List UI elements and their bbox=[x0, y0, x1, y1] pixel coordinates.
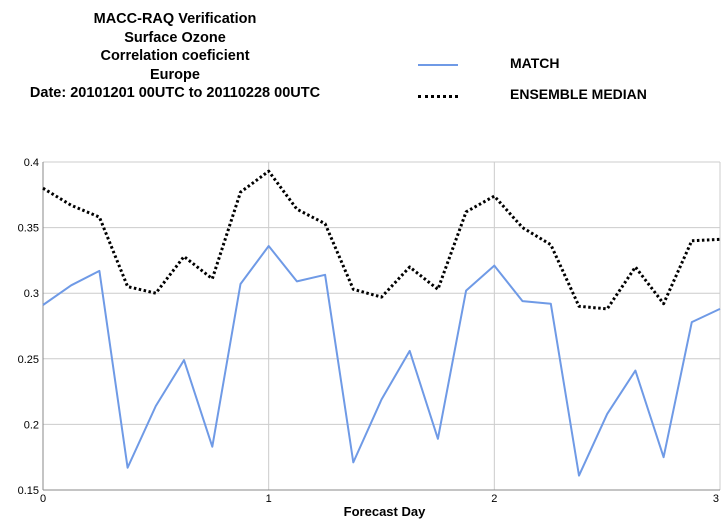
title-line-5: Date: 20101201 00UTC to 20110228 00UTC bbox=[29, 85, 321, 101]
legend-label-match: MATCH bbox=[510, 55, 560, 71]
title-line-3: Correlation coeficient bbox=[100, 48, 250, 64]
title-line-2: Surface Ozone bbox=[124, 29, 226, 46]
y-tick-label: 0.2 bbox=[24, 419, 39, 431]
legend-label-ensemble-median: ENSEMBLE MEDIAN bbox=[510, 86, 647, 102]
title-line-1: MACC-RAQ Verification bbox=[93, 11, 257, 27]
x-tick-label: 2 bbox=[491, 493, 497, 505]
x-axis-label: Forecast Day bbox=[344, 504, 426, 519]
x-tick-label: 0 bbox=[40, 493, 46, 505]
legend-swatch-ensemble-median bbox=[418, 95, 458, 98]
series-line-ensemble-median bbox=[42, 169, 721, 311]
y-tick-label: 0.4 bbox=[24, 157, 39, 169]
x-tick-label: 1 bbox=[266, 493, 272, 505]
legend-item-match: MATCH bbox=[400, 55, 720, 75]
x-tick-label: 3 bbox=[713, 493, 719, 505]
series-line-match bbox=[42, 245, 721, 477]
y-tick-label: 0.3 bbox=[24, 288, 39, 300]
y-tick-label: 0.15 bbox=[18, 485, 39, 497]
legend-item-ensemble-median: ENSEMBLE MEDIAN bbox=[400, 86, 720, 106]
legend-swatch-match bbox=[418, 64, 458, 66]
y-tick-label: 0.35 bbox=[18, 223, 39, 235]
chart-title: MACC-RAQ Verification Surface Ozone Corr… bbox=[0, 10, 350, 103]
legend: MATCH ENSEMBLE MEDIAN bbox=[400, 50, 720, 110]
title-line-4: Europe bbox=[150, 66, 200, 83]
y-tick-label: 0.25 bbox=[18, 354, 39, 366]
